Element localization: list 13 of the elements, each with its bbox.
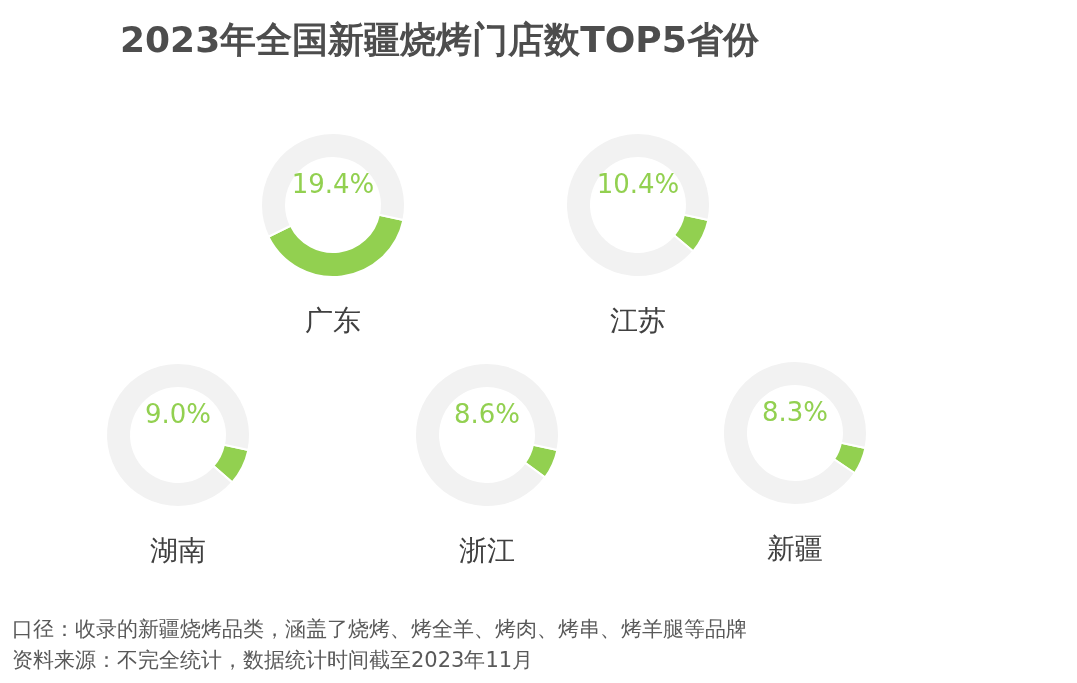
text: 资料来源：不完全统计，数据统计时间截至2023年11月: [12, 648, 534, 672]
text: 口径：收录的新疆烧烤品类，涵盖了烧烤、烤全羊、烤肉、烤串、烤羊腿等品牌: [12, 617, 747, 641]
text: 19.4%: [291, 169, 375, 199]
text: 江苏: [610, 304, 666, 337]
text: 湖南: [150, 534, 206, 567]
text: 8.3%: [761, 397, 829, 427]
text: 广东: [305, 304, 361, 337]
text: 9.0%: [144, 399, 212, 429]
text: 8.6%: [453, 399, 521, 429]
text: 2023年全国新疆烧烤门店数TOP5省份: [120, 19, 760, 60]
text: 浙江: [459, 534, 515, 567]
text: 10.4%: [596, 169, 680, 199]
text: 新疆: [767, 532, 823, 565]
